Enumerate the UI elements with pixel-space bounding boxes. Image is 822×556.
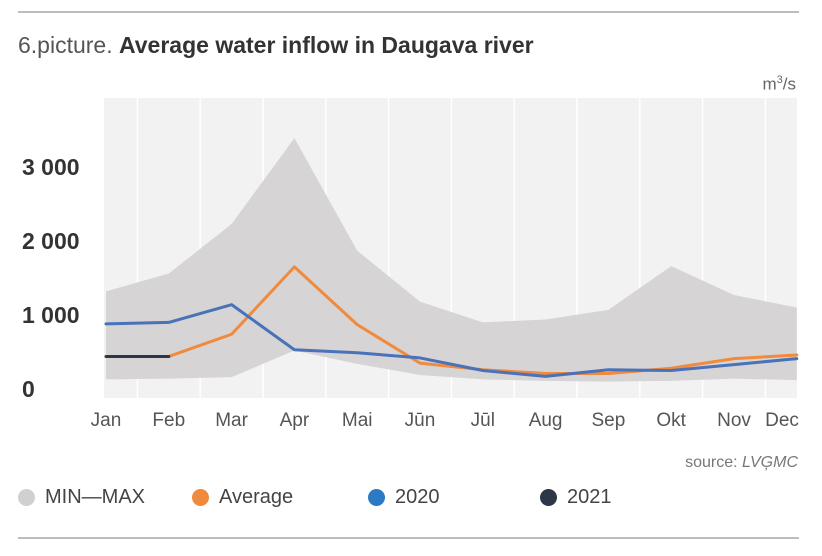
legend-label-min-max: MIN—MAX xyxy=(45,486,145,508)
chart-title: 6.picture. Average water inflow in Dauga… xyxy=(18,32,534,59)
source-note: source: LVĢMC xyxy=(685,454,798,472)
x-tick-label: Mai xyxy=(342,410,373,431)
series-line-2020 xyxy=(104,303,799,378)
legend-dot-average xyxy=(192,489,209,506)
legend-item-average: Average xyxy=(192,486,293,509)
legend-dot-min-max xyxy=(18,489,35,506)
legend-item-2020: 2020 xyxy=(368,486,440,509)
legend-item-2021: 2021 xyxy=(540,486,612,509)
x-tick-label: Sep xyxy=(591,410,625,431)
x-tick-label: Apr xyxy=(280,410,310,431)
x-tick-label: Nov xyxy=(717,410,751,431)
y-tick-label: 0 xyxy=(22,376,35,402)
y-axis-unit: m3/s xyxy=(762,74,796,95)
legend: MIN—MAX Average 2020 2021 xyxy=(0,486,822,512)
x-tick-label: Dec xyxy=(765,410,799,431)
unit-sup: 3 xyxy=(776,74,783,86)
y-tick-labels: 0 1 000 2 000 3 000 xyxy=(22,154,80,402)
legend-label-2020: 2020 xyxy=(395,486,440,508)
title-main: Average water inflow in Daugava river xyxy=(119,32,534,58)
legend-label-average: Average xyxy=(219,486,294,508)
unit-base: m xyxy=(762,74,777,94)
source-name: LVĢMC xyxy=(741,454,798,471)
top-rule xyxy=(18,11,799,13)
y-tick-label: 1 000 xyxy=(22,302,80,328)
line-chart: 0 1 000 2 000 3 000 Jan Feb Mar Apr Mai Jūn Jūl Au… xyxy=(22,98,799,431)
y-tick-label: 3 000 xyxy=(22,154,80,180)
x-tick-label: Feb xyxy=(152,410,185,431)
x-tick-label: Jūn xyxy=(405,410,436,431)
y-tick-label: 2 000 xyxy=(22,228,80,254)
source-label: source: xyxy=(685,454,738,471)
x-tick-label: Jan xyxy=(91,410,122,431)
legend-label-2021: 2021 xyxy=(567,486,612,508)
title-prefix: 6.picture. xyxy=(18,32,113,58)
bottom-rule xyxy=(18,537,799,539)
unit-tail: /s xyxy=(782,74,796,94)
x-tick-label: Jūl xyxy=(471,410,495,431)
legend-item-min-max: MIN—MAX xyxy=(18,486,145,509)
x-tick-label: Aug xyxy=(529,410,563,431)
legend-dot-2021 xyxy=(540,489,557,506)
x-tick-label: Mar xyxy=(215,410,248,431)
legend-dot-2020 xyxy=(368,489,385,506)
x-tick-labels: Jan Feb Mar Apr Mai Jūn Jūl Aug Sep Okt Nov Dec xyxy=(91,410,799,431)
x-tick-label: Okt xyxy=(656,410,686,431)
min-max-band xyxy=(106,138,797,382)
